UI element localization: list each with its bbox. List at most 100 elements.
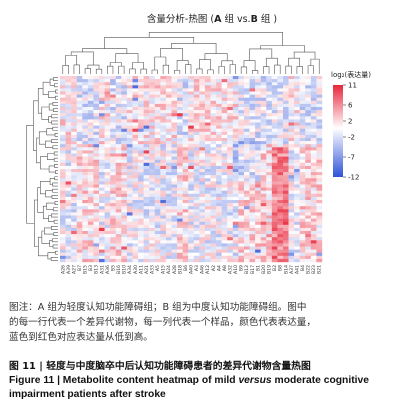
dendrogram-link	[51, 213, 58, 218]
heatmap-cell	[243, 131, 250, 136]
heatmap-cell	[188, 131, 194, 136]
heatmap-cell	[65, 252, 72, 256]
heatmap-cell	[160, 141, 167, 145]
heatmap-cell	[182, 144, 189, 148]
heatmap-cell	[65, 141, 72, 145]
heatmap-cell	[316, 237, 323, 241]
heatmap-cell	[138, 190, 144, 194]
heatmap-cell	[110, 178, 116, 182]
heatmap-cell	[171, 193, 178, 198]
heatmap-cell	[210, 252, 217, 256]
heatmap-cell	[232, 200, 239, 204]
heatmap-cell	[316, 172, 323, 176]
heatmap-cell	[93, 172, 100, 176]
heatmap-cell	[310, 116, 317, 120]
heatmap-cell	[249, 162, 256, 167]
heatmap-cell	[93, 162, 100, 167]
heatmap-cell	[149, 187, 155, 191]
heatmap-cell	[82, 181, 89, 185]
heatmap-cell	[282, 196, 289, 201]
heatmap-cell	[182, 169, 189, 173]
heatmap-cell	[138, 237, 144, 241]
heatmap-cell	[132, 231, 139, 235]
heatmap-cell	[138, 147, 144, 151]
heatmap-cell	[277, 258, 284, 263]
heatmap-cell	[110, 156, 116, 160]
heatmap-cell	[227, 144, 233, 148]
heatmap-cell	[126, 85, 133, 89]
heatmap-cell	[277, 252, 284, 256]
heatmap-cell	[216, 76, 222, 80]
heatmap-cell	[221, 94, 228, 98]
heatmap-cell	[171, 113, 178, 117]
heatmap-cell	[126, 175, 133, 179]
heatmap-cell	[238, 249, 245, 253]
heatmap-cell	[204, 128, 211, 132]
heatmap-cell	[266, 91, 273, 95]
heatmap-cell	[188, 128, 194, 132]
heatmap-cell	[87, 212, 94, 216]
heatmap-cell	[255, 224, 261, 229]
heatmap-cell	[177, 103, 183, 108]
heatmap-cell	[143, 85, 150, 89]
heatmap-cell	[99, 131, 105, 136]
heatmap-cell	[182, 107, 189, 111]
heatmap-cell	[299, 196, 306, 201]
heatmap-cell	[204, 122, 211, 126]
heatmap-cell	[165, 144, 172, 148]
heatmap-cell	[177, 159, 183, 163]
heatmap-cell	[82, 141, 89, 145]
heatmap-cell	[177, 184, 183, 188]
heatmap-cell	[294, 128, 300, 132]
heatmap-cell	[149, 221, 155, 225]
heatmap-cell	[110, 162, 116, 167]
heatmap-cell	[188, 156, 194, 160]
heatmap-cell	[316, 215, 323, 219]
heatmap-cell	[160, 94, 167, 98]
heatmap-cell	[305, 147, 312, 151]
heatmap-cell	[199, 193, 206, 198]
heatmap-cell	[160, 209, 167, 213]
heatmap-cell	[294, 231, 300, 235]
heatmap-cell	[316, 150, 323, 154]
heatmap-cell	[232, 147, 239, 151]
heatmap-cell	[138, 212, 144, 216]
heatmap-cell	[143, 150, 150, 154]
heatmap-cell	[294, 181, 300, 185]
dendrogram-link	[50, 226, 58, 230]
heatmap-cell	[216, 113, 222, 117]
heatmap-cell	[165, 231, 172, 235]
heatmap-cell	[93, 165, 100, 170]
heatmap-cell	[132, 153, 139, 157]
heatmap-cell	[132, 227, 139, 232]
heatmap-cell	[60, 212, 66, 216]
heatmap-cell	[182, 252, 189, 256]
heatmap-cell	[143, 172, 150, 176]
heatmap-cell	[271, 141, 278, 145]
dendrogram-link	[171, 43, 217, 54]
heatmap-cell	[65, 110, 72, 114]
heatmap-cell	[171, 103, 178, 108]
heatmap-cell	[160, 187, 167, 191]
dendrogram-link	[132, 62, 144, 70]
heatmap-cell	[294, 243, 300, 247]
heatmap-cell	[249, 156, 256, 160]
heatmap-cell	[299, 255, 306, 260]
heatmap-cell	[82, 224, 89, 229]
heatmap-cell	[126, 131, 133, 136]
heatmap-cell	[143, 76, 150, 80]
heatmap-cell	[65, 209, 72, 213]
heatmap-cell	[126, 134, 133, 139]
heatmap-cell	[60, 144, 66, 148]
heatmap-cell	[260, 150, 267, 154]
heatmap-cell	[165, 200, 172, 204]
heatmap-cell	[115, 85, 122, 89]
heatmap-cell	[149, 246, 155, 250]
heatmap-cell	[87, 156, 94, 160]
heatmap-cell	[93, 258, 100, 263]
heatmap-cell	[299, 212, 306, 216]
heatmap-cell	[110, 134, 116, 139]
heatmap-cell	[232, 125, 239, 129]
heatmap-cell	[232, 243, 239, 247]
heatmap-cell	[104, 100, 111, 105]
